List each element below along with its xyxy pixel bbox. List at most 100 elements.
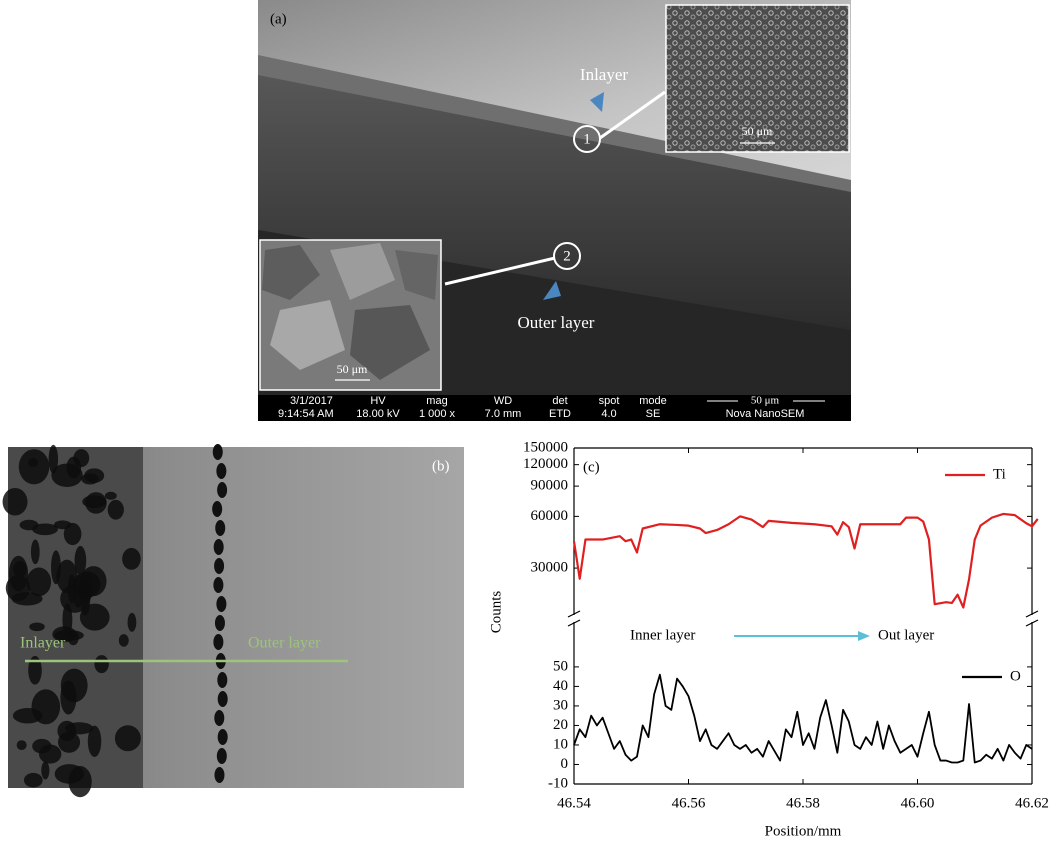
- y-tick-label: 150000: [523, 439, 568, 455]
- pore: [215, 520, 225, 536]
- info-text: mode: [639, 395, 667, 407]
- pore: [218, 691, 228, 707]
- data-line: [574, 675, 1032, 763]
- info-text: 50 μm: [751, 395, 780, 407]
- pore: [213, 444, 223, 460]
- pore: [31, 539, 40, 564]
- pore: [54, 520, 71, 529]
- legend-label: Ti: [993, 466, 1006, 482]
- pore: [60, 585, 89, 613]
- panel-a: 3/1/2017 9:14:54 AM HV 18.00 kV mag 1 00…: [258, 0, 851, 421]
- pore: [217, 672, 227, 688]
- data-line: [574, 514, 1038, 608]
- marker-label: 2: [563, 248, 571, 264]
- region-label: Inlayer: [580, 65, 628, 84]
- pore: [27, 568, 51, 597]
- annotation-arrowhead: [858, 631, 870, 641]
- pore: [216, 463, 226, 479]
- pore: [214, 558, 224, 574]
- inset-scale-label: 50 μm: [337, 362, 368, 376]
- pore: [217, 748, 227, 764]
- figure: 3/1/2017 9:14:54 AM HV 18.00 kV mag 1 00…: [0, 0, 1064, 848]
- x-axis-label: Position/mm: [765, 823, 842, 839]
- pore: [19, 449, 50, 484]
- region-label: Outer layer: [518, 313, 595, 332]
- pore: [217, 482, 227, 498]
- x-tick-label: 46.54: [557, 795, 591, 811]
- info-text: 1 000 x: [419, 408, 456, 420]
- y-tick-label: 20: [553, 717, 568, 733]
- y-tick-label: 90000: [531, 478, 569, 494]
- panel-label: (b): [432, 458, 450, 474]
- pore: [61, 669, 88, 703]
- y-tick-label: 0: [561, 756, 569, 772]
- pore: [212, 501, 222, 517]
- x-tick-label: 46.60: [901, 795, 935, 811]
- legend-label: O: [1010, 668, 1021, 684]
- info-text: 4.0: [601, 408, 616, 420]
- panel-label: (a): [270, 11, 287, 27]
- pore: [3, 488, 28, 516]
- page: { "panel_a": { "label": "(a)", "inlayer"…: [0, 0, 1064, 848]
- pore: [9, 556, 28, 592]
- pore: [49, 445, 58, 474]
- pore: [214, 710, 224, 726]
- y-tick-label: 60000: [531, 508, 569, 524]
- pore: [108, 500, 124, 520]
- region-label: Inlayer: [20, 635, 66, 652]
- annotation: Out layer: [878, 627, 934, 643]
- pore: [119, 634, 129, 647]
- y-tick-label: 30000: [531, 560, 569, 576]
- x-tick-label: 46.56: [672, 795, 706, 811]
- pore: [24, 773, 43, 788]
- info-text: Nova NanoSEM: [726, 408, 805, 420]
- pore: [115, 725, 141, 751]
- y-tick-label: -10: [548, 775, 568, 791]
- x-tick-label: 46.58: [786, 795, 820, 811]
- info-text: HV: [370, 395, 386, 407]
- annotation: Inner layer: [630, 627, 695, 643]
- region-label: Outer layer: [248, 635, 321, 652]
- pore: [82, 495, 106, 508]
- info-text: WD: [494, 395, 512, 407]
- panel-c: (c) Position/mm Counts 30000 60000 90000 12…: [488, 439, 1048, 839]
- info-text: 7.0 mm: [485, 408, 522, 420]
- pore: [39, 745, 61, 764]
- pore: [215, 615, 225, 631]
- info-text: mag: [426, 395, 447, 407]
- pore: [105, 492, 117, 500]
- pore: [214, 767, 224, 783]
- panel-b: Inlayer Outer layer (b): [3, 444, 464, 797]
- pore: [29, 622, 45, 631]
- y-tick-label: 40: [553, 678, 568, 694]
- y-axis-label: Counts: [488, 591, 504, 634]
- pore: [213, 634, 223, 650]
- pore: [41, 761, 49, 779]
- pore: [218, 729, 228, 745]
- y-tick-label: 30: [553, 697, 568, 713]
- pore: [213, 577, 223, 593]
- pore: [216, 596, 226, 612]
- pore: [28, 458, 38, 467]
- y-tick-label: 120000: [523, 456, 568, 472]
- pore: [94, 655, 108, 673]
- info-text: spot: [599, 395, 620, 407]
- info-text: 3/1/2017: [290, 395, 333, 407]
- x-tick-label: 46.62: [1015, 795, 1049, 811]
- inset-scale-label: 50 μm: [742, 124, 773, 138]
- info-text: ETD: [549, 408, 571, 420]
- y-tick-label: 10: [553, 736, 568, 752]
- pore: [17, 740, 27, 750]
- info-text: SE: [646, 408, 661, 420]
- pore: [214, 539, 224, 555]
- pore: [13, 708, 43, 723]
- pore: [81, 473, 99, 484]
- pore: [58, 732, 80, 753]
- pore: [128, 613, 137, 632]
- info-text: 18.00 kV: [356, 408, 400, 420]
- y-tick-label: 50: [553, 658, 568, 674]
- info-text: 9:14:54 AM: [278, 408, 334, 420]
- panel-label: (c): [583, 459, 600, 475]
- pore: [65, 722, 93, 734]
- pore: [69, 766, 92, 797]
